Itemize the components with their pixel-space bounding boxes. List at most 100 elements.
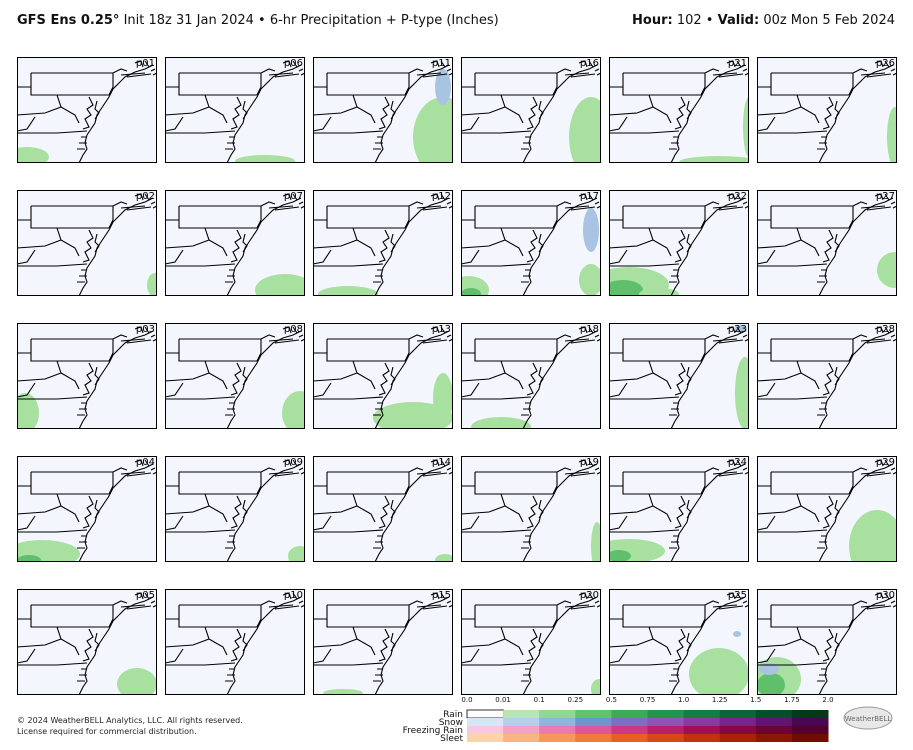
- panel-label: p27: [876, 191, 895, 202]
- precip-area: [373, 402, 453, 429]
- precip-area: [583, 208, 599, 252]
- precip-area: [639, 288, 679, 296]
- panel-label: p22: [728, 191, 747, 202]
- panel-border: [609, 57, 749, 163]
- legend-tick-label: 0.5: [606, 696, 617, 704]
- panel-border: [757, 456, 897, 562]
- panel-border: [609, 190, 749, 296]
- valid: 00z Mon 5 Feb 2024: [763, 13, 895, 28]
- panel-border: [17, 589, 157, 695]
- map-panel: p09: [165, 456, 305, 562]
- map-panel: p07: [165, 190, 305, 296]
- map-panel: p29: [757, 456, 897, 562]
- legend-tick-label: 0.01: [495, 696, 511, 704]
- precip-area: [17, 555, 41, 562]
- precip-area: [433, 373, 453, 423]
- precip-area: [759, 663, 779, 675]
- legend-swatch: [503, 734, 540, 742]
- panel-border: [313, 323, 453, 429]
- precip-area: [318, 286, 378, 296]
- panel-border: [757, 323, 897, 429]
- panel-label: p01: [136, 58, 155, 69]
- panel-border: [313, 589, 453, 695]
- legend-swatch: [791, 726, 829, 734]
- precip-area: [887, 107, 897, 163]
- panel-border: [165, 589, 305, 695]
- panel-border: [757, 190, 897, 296]
- legend-swatch: [719, 718, 757, 726]
- panel-label: p21: [728, 58, 747, 69]
- precip-area: [413, 97, 453, 163]
- header-left: GFS Ens 0.25° Init 18z 31 Jan 2024 • 6-h…: [17, 13, 499, 28]
- map-background: [757, 190, 897, 296]
- panel-border: [165, 57, 305, 163]
- map-panel: p24: [609, 456, 749, 562]
- panel-label: p20: [580, 590, 599, 601]
- map-panel: p10: [165, 589, 305, 695]
- panel-border: [165, 323, 305, 429]
- map-background: [313, 190, 453, 296]
- map-background: [609, 57, 749, 163]
- legend-row-label: Rain: [443, 710, 463, 720]
- legend-swatch: [755, 726, 793, 734]
- logo: WeatherBELL: [843, 706, 893, 730]
- panel-label: p24: [728, 457, 747, 468]
- panel-border: [461, 589, 601, 695]
- precip-area: [255, 274, 305, 296]
- legend-tick-label: 1.0: [678, 696, 689, 704]
- panel-grid: p01 p02 p03 p04 p05 p06 p07 p08 p09 p10 p11 p12 p13 p…: [17, 57, 897, 695]
- legend-tick-label: 0.0: [461, 696, 472, 704]
- precip-area: [609, 280, 643, 296]
- map-background: [757, 57, 897, 163]
- panel-label: p11: [432, 58, 451, 69]
- legend-swatch: [647, 718, 685, 726]
- panel-label: p10: [284, 590, 303, 601]
- map-background: [609, 323, 749, 429]
- map-background: [165, 589, 305, 695]
- panel-border: [757, 589, 897, 695]
- map-panel: p19: [461, 456, 601, 562]
- precip-area: [591, 679, 601, 695]
- panel-border: [461, 190, 601, 296]
- map-panel: p20: [461, 589, 601, 695]
- precip-area: [609, 539, 665, 562]
- copyright: © 2024 WeatherBELL Analytics, LLC. All r…: [17, 716, 243, 725]
- precip-area: [435, 69, 451, 105]
- legend-swatch: [791, 718, 829, 726]
- panel-label: p26: [876, 58, 895, 69]
- map-background: [461, 323, 601, 429]
- legend-swatch: [611, 726, 648, 734]
- panel-border: [461, 456, 601, 562]
- panel-label: p08: [284, 324, 303, 335]
- panel-border: [165, 456, 305, 562]
- map-panel: p14: [313, 456, 453, 562]
- legend-swatch: [611, 734, 648, 742]
- panel-border: [17, 57, 157, 163]
- legend-swatch: [539, 710, 576, 718]
- legend-swatch: [575, 726, 612, 734]
- model: GFS Ens 0.25°: [17, 13, 119, 28]
- panel-label: p30: [876, 590, 895, 601]
- precip-area: [579, 264, 601, 296]
- legend-swatch: [755, 710, 793, 718]
- precip-area: [17, 540, 80, 562]
- legend-swatch: [719, 734, 757, 742]
- legend-swatch: [539, 726, 576, 734]
- legend-swatch: [647, 726, 685, 734]
- map-background: [461, 589, 601, 695]
- panel-label: p29: [876, 457, 895, 468]
- precip-area: [735, 357, 749, 429]
- legend-swatch: [575, 710, 612, 718]
- map-panel: p30: [757, 589, 897, 695]
- panel-label: p06: [284, 58, 303, 69]
- map-background: [313, 456, 453, 562]
- legend-swatch: [791, 734, 829, 742]
- map-background: [17, 190, 157, 296]
- precip-area: [733, 631, 741, 637]
- logo-badge: [843, 706, 893, 730]
- legend-swatch: [719, 710, 757, 718]
- legend-swatch: [467, 734, 504, 742]
- header-right: Hour: 102 • Valid: 00z Mon 5 Feb 2024: [632, 13, 895, 28]
- panel-label: p15: [432, 590, 451, 601]
- legend-row-label: Freezing Rain: [403, 726, 463, 736]
